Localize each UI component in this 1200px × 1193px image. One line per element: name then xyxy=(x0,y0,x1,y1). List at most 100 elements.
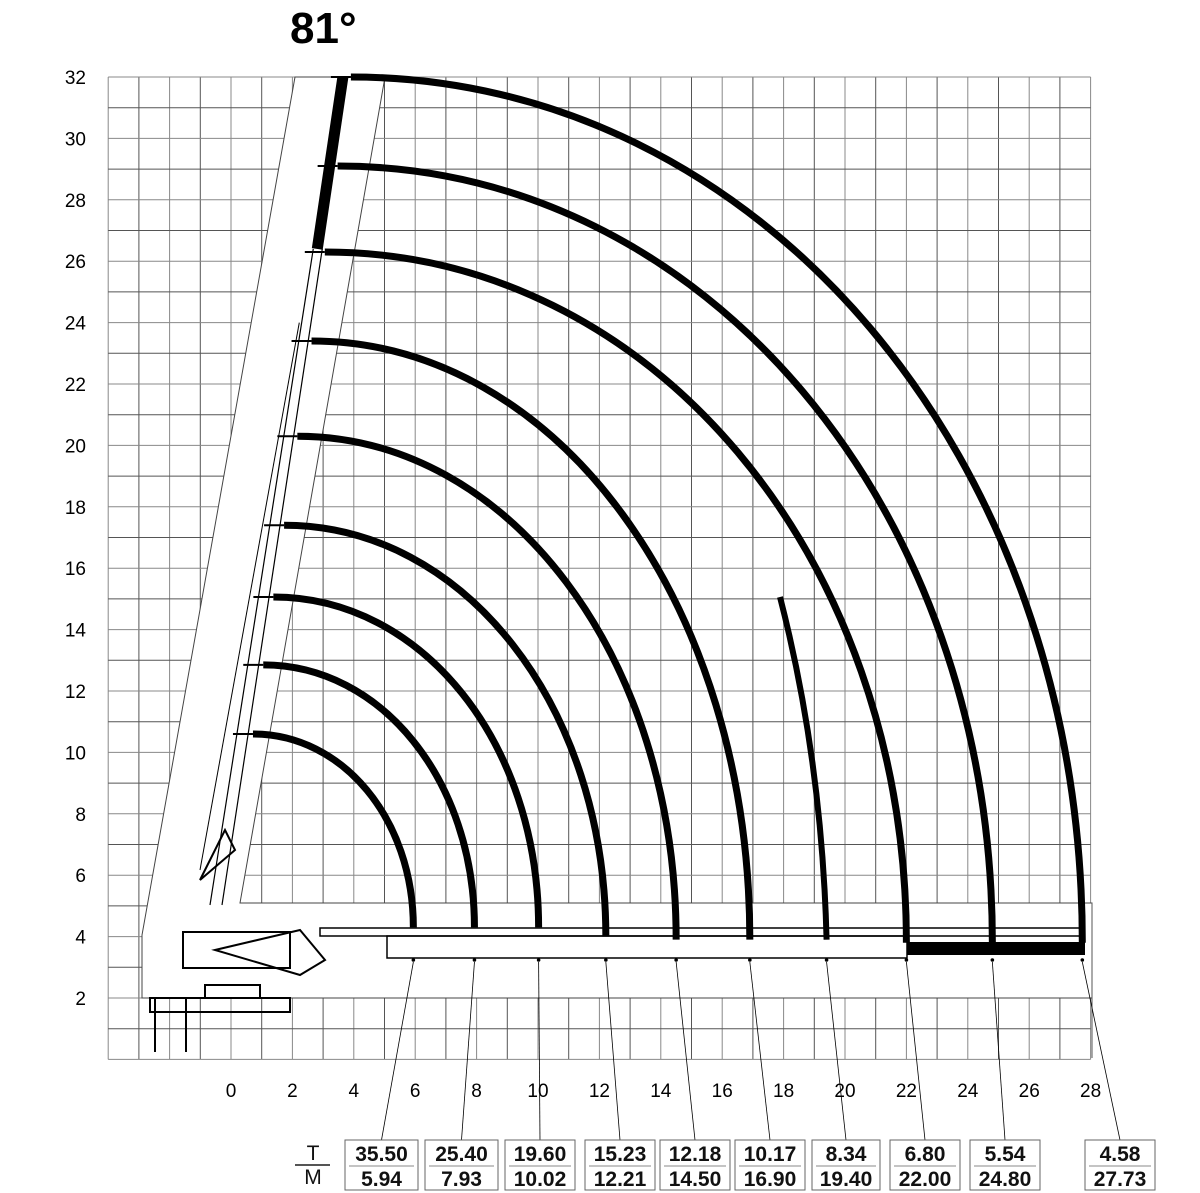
radius-value: 5.94 xyxy=(361,1168,402,1191)
boom-section-line xyxy=(209,248,314,906)
load-point-marker xyxy=(536,958,541,962)
leader-line xyxy=(675,961,696,1141)
load-value: 35.50 xyxy=(355,1143,408,1166)
x-tick-label: 28 xyxy=(1080,1081,1101,1102)
radius-value: 27.73 xyxy=(1094,1168,1147,1191)
load-value: 4.58 xyxy=(1100,1143,1141,1166)
boom-cylinder-line xyxy=(199,322,300,871)
x-tick-label: 8 xyxy=(471,1081,482,1102)
load-point-marker xyxy=(604,958,608,962)
load-arc xyxy=(324,248,910,943)
radius-value: 12.21 xyxy=(594,1168,647,1191)
x-tick-label: 26 xyxy=(1019,1081,1040,1102)
load-arc xyxy=(337,162,996,943)
load-point-marker xyxy=(1080,958,1085,962)
load-value: 6.80 xyxy=(905,1143,946,1166)
load-arc-branch xyxy=(777,596,830,940)
y-tick-label: 8 xyxy=(75,805,86,826)
load-table-cell xyxy=(734,1139,806,1191)
x-tick-label: 24 xyxy=(957,1081,979,1102)
y-tick-label: 12 xyxy=(65,682,86,703)
horizontal-boom-tip xyxy=(907,942,1085,955)
load-value: 5.54 xyxy=(985,1143,1026,1166)
radius-value: 24.80 xyxy=(979,1168,1032,1191)
row-label-load: T xyxy=(307,1142,320,1165)
y-tick-label: 18 xyxy=(65,498,86,519)
load-point-marker xyxy=(674,958,678,962)
x-tick-label: 0 xyxy=(226,1081,237,1102)
x-tick-label: 14 xyxy=(650,1081,672,1102)
row-label-radius: M xyxy=(304,1166,322,1189)
leader-line xyxy=(826,961,847,1141)
load-point-marker xyxy=(472,958,477,962)
crane-base xyxy=(149,931,291,1052)
y-tick-label: 30 xyxy=(65,129,86,150)
load-arc xyxy=(263,661,478,928)
x-tick-label: 10 xyxy=(527,1081,548,1102)
radius-value: 19.40 xyxy=(820,1168,873,1191)
load-arc xyxy=(273,593,543,928)
leader-line xyxy=(749,961,771,1141)
load-table-cell xyxy=(659,1139,731,1191)
x-tick-label: 2 xyxy=(287,1081,298,1102)
load-point-marker xyxy=(411,958,416,962)
radius-value: 16.90 xyxy=(744,1168,797,1191)
radius-value: 14.50 xyxy=(669,1168,722,1191)
load-arc xyxy=(297,432,680,940)
leader-line xyxy=(906,961,926,1141)
load-value: 8.34 xyxy=(826,1143,867,1166)
boom-angle-label: 81° xyxy=(290,4,357,53)
load-arc xyxy=(311,337,754,940)
load-value: 25.40 xyxy=(435,1143,488,1166)
load-table-cell xyxy=(1084,1139,1156,1191)
load-table-cell xyxy=(584,1139,656,1191)
load-point-marker xyxy=(904,958,909,962)
y-tick-label: 14 xyxy=(65,621,87,642)
y-tick-label: 28 xyxy=(65,191,86,212)
load-value: 19.60 xyxy=(514,1143,567,1166)
load-table-cell xyxy=(889,1139,961,1191)
y-tick-label: 2 xyxy=(75,989,86,1010)
leader-line xyxy=(381,961,414,1141)
load-point-marker xyxy=(748,958,752,962)
load-value: 15.23 xyxy=(594,1143,647,1166)
boom-fly-section xyxy=(311,76,349,250)
x-tick-label: 18 xyxy=(773,1081,794,1102)
x-tick-label: 4 xyxy=(349,1081,360,1102)
x-tick-label: 20 xyxy=(834,1081,855,1102)
load-table-cell xyxy=(424,1139,499,1191)
load-value: 12.18 xyxy=(669,1143,722,1166)
load-arc xyxy=(252,730,417,928)
y-tick-label: 10 xyxy=(65,743,86,764)
y-tick-label: 22 xyxy=(65,375,86,396)
leader-line xyxy=(991,961,1006,1141)
radius-value: 7.93 xyxy=(441,1168,482,1191)
x-tick-label: 6 xyxy=(410,1081,421,1102)
load-table-cell xyxy=(969,1139,1041,1191)
load-arc xyxy=(350,73,1086,943)
leader-line xyxy=(1081,961,1121,1141)
load-point-marker xyxy=(990,958,995,962)
crane-knuckle xyxy=(199,827,327,977)
y-tick-label: 6 xyxy=(75,866,86,887)
load-value: 10.17 xyxy=(744,1143,797,1166)
y-tick-label: 4 xyxy=(75,928,86,949)
x-tick-label: 12 xyxy=(589,1081,610,1102)
y-tick-label: 20 xyxy=(65,436,86,457)
y-tick-label: 16 xyxy=(65,559,86,580)
leader-line xyxy=(538,961,541,1141)
y-tick-label: 32 xyxy=(65,68,86,89)
boom-section-line xyxy=(221,248,323,906)
load-point-marker xyxy=(824,958,829,962)
y-tick-label: 26 xyxy=(65,252,86,273)
load-table-cell xyxy=(344,1139,419,1191)
x-tick-label: 16 xyxy=(712,1081,733,1102)
leader-line xyxy=(605,961,621,1141)
radius-value: 10.02 xyxy=(514,1168,567,1191)
load-table-cell xyxy=(504,1139,576,1191)
radius-value: 22.00 xyxy=(899,1168,952,1191)
leader-line xyxy=(461,961,475,1141)
load-arc xyxy=(284,521,610,937)
y-tick-label: 24 xyxy=(65,314,87,335)
